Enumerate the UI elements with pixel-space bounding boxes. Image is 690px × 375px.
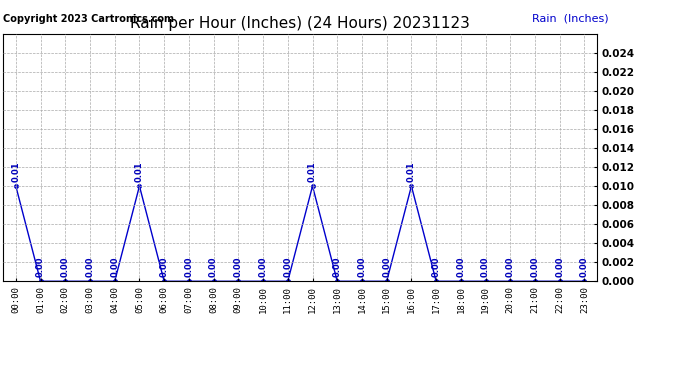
Text: 0.00: 0.00 [357, 256, 366, 277]
Text: 0.00: 0.00 [234, 256, 243, 277]
Text: 0.00: 0.00 [580, 256, 589, 277]
Text: Rain  (Inches): Rain (Inches) [532, 14, 609, 24]
Text: 0.00: 0.00 [86, 256, 95, 277]
Text: 0.00: 0.00 [36, 256, 45, 277]
Text: 0.00: 0.00 [159, 256, 168, 277]
Text: 0.00: 0.00 [61, 256, 70, 277]
Text: 0.00: 0.00 [382, 256, 391, 277]
Title: Rain per Hour (Inches) (24 Hours) 20231123: Rain per Hour (Inches) (24 Hours) 202311… [130, 16, 470, 31]
Text: 0.01: 0.01 [308, 161, 317, 182]
Text: 0.01: 0.01 [407, 161, 416, 182]
Text: 0.00: 0.00 [284, 256, 293, 277]
Text: 0.00: 0.00 [333, 256, 342, 277]
Text: 0.00: 0.00 [259, 256, 268, 277]
Text: 0.00: 0.00 [531, 256, 540, 277]
Text: 0.00: 0.00 [432, 256, 441, 277]
Text: 0.01: 0.01 [11, 161, 20, 182]
Text: 0.00: 0.00 [209, 256, 218, 277]
Text: 0.00: 0.00 [481, 256, 490, 277]
Text: 0.01: 0.01 [135, 161, 144, 182]
Text: 0.00: 0.00 [456, 256, 465, 277]
Text: 0.00: 0.00 [555, 256, 564, 277]
Text: Copyright 2023 Cartronics.com: Copyright 2023 Cartronics.com [3, 14, 175, 24]
Text: 0.00: 0.00 [184, 256, 193, 277]
Text: 0.00: 0.00 [506, 256, 515, 277]
Text: 0.00: 0.00 [110, 256, 119, 277]
